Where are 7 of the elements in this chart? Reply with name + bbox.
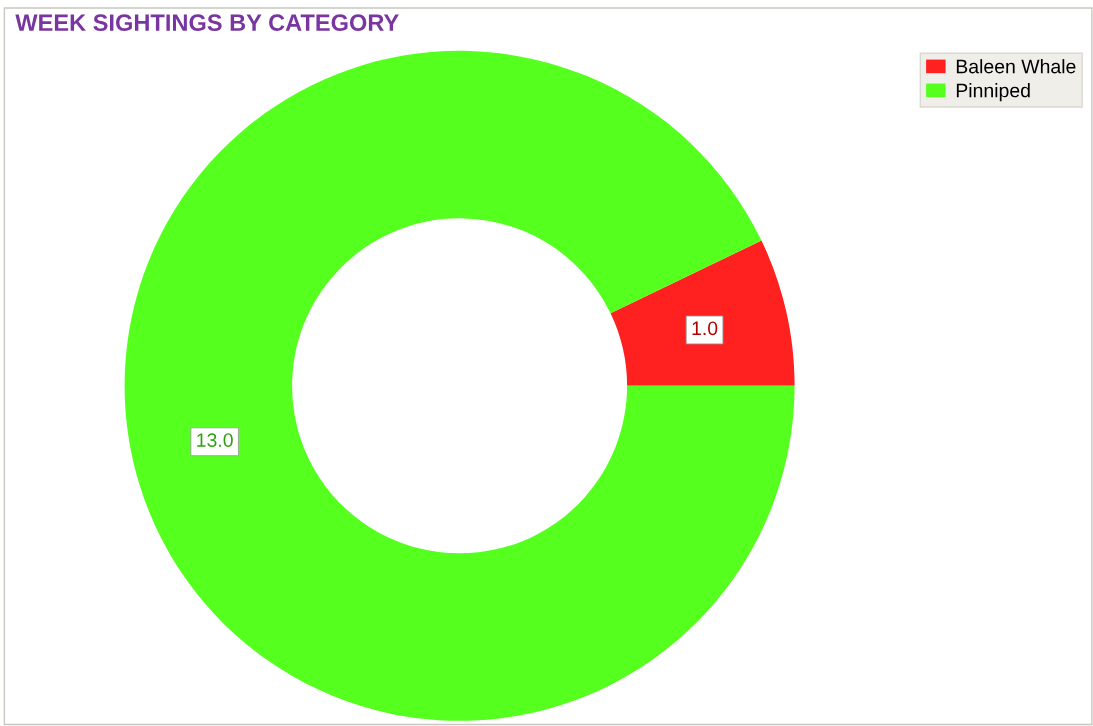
donut-slice xyxy=(124,50,795,721)
data-label: 13.0 xyxy=(197,433,233,447)
chart-title: WEEK SIGHTINGS BY CATEGORY xyxy=(15,14,399,32)
legend-label: Baleen Whale xyxy=(956,59,1076,74)
data-label: 1.0 xyxy=(692,321,718,336)
legend-label: Pinniped xyxy=(956,83,1030,102)
donut-slice xyxy=(610,240,795,386)
